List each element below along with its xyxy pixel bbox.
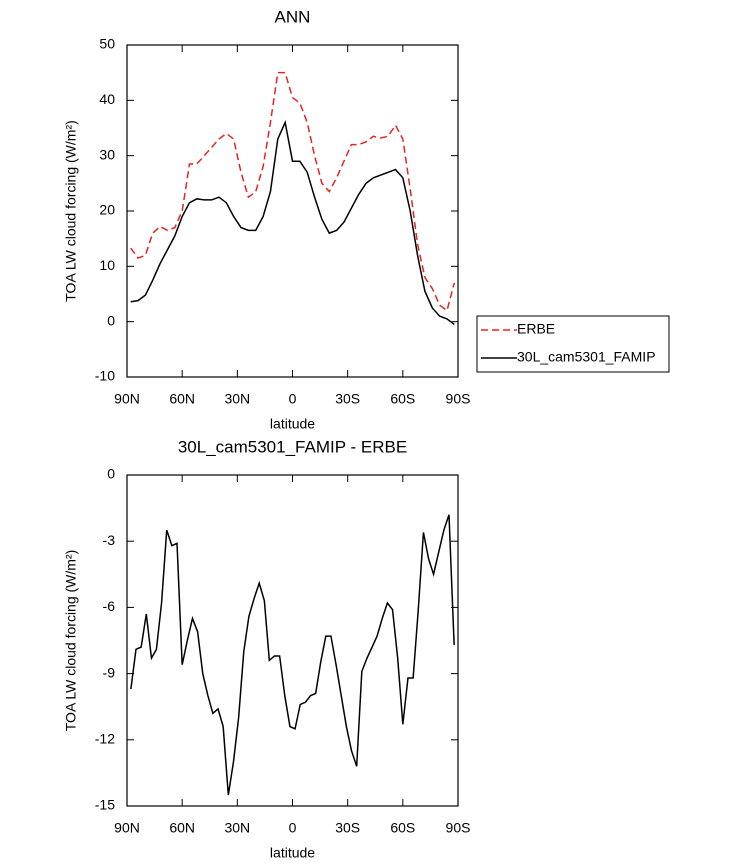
x-tick-label: 0 xyxy=(289,820,297,836)
x-axis-label: latitude xyxy=(270,416,315,432)
y-tick-label: 50 xyxy=(99,36,115,52)
y-tick-label: 20 xyxy=(99,202,115,218)
y-tick-label: 10 xyxy=(99,257,115,273)
x-tick-label: 30S xyxy=(335,820,360,836)
x-tick-label: 90S xyxy=(446,391,471,407)
plot-frame xyxy=(126,44,459,378)
y-tick-label: 0 xyxy=(107,466,115,482)
x-tick-label: 90N xyxy=(114,820,140,836)
x-axis-label: latitude xyxy=(270,845,315,861)
legend-label: 30L_cam5301_FAMIP xyxy=(517,349,656,365)
x-tick-label: 30N xyxy=(224,820,250,836)
y-tick-label: -6 xyxy=(103,598,116,614)
y-tick-label: 40 xyxy=(99,91,115,107)
y-tick-label: -15 xyxy=(95,797,115,813)
y-tick-label: -10 xyxy=(95,368,115,384)
x-tick-label: 60N xyxy=(169,820,195,836)
x-tick-label: 30N xyxy=(224,391,250,407)
x-tick-label: 90N xyxy=(114,391,140,407)
x-tick-label: 90S xyxy=(446,820,471,836)
line-series xyxy=(130,71,456,312)
y-tick-label: -3 xyxy=(103,532,116,548)
plot-frame xyxy=(126,474,459,807)
y-tick-label: -9 xyxy=(103,664,116,680)
legend-box xyxy=(476,315,670,373)
y-axis-label: TOA LW cloud forcing (W/m²) xyxy=(63,120,79,302)
legend-label: ERBE xyxy=(517,321,555,337)
y-axis-label: TOA LW cloud forcing (W/m²) xyxy=(63,550,79,732)
x-tick-label: 60N xyxy=(169,391,195,407)
chart-title: ANN xyxy=(275,7,311,26)
y-tick-label: 0 xyxy=(107,312,115,328)
chart-title: 30L_cam5301_FAMIP - ERBE xyxy=(178,437,407,456)
line-series xyxy=(130,514,455,796)
y-tick-label: -12 xyxy=(95,731,115,747)
x-tick-label: 60S xyxy=(390,820,415,836)
y-tick-label: 30 xyxy=(99,146,115,162)
line-series xyxy=(130,119,455,326)
x-tick-label: 30S xyxy=(335,391,360,407)
x-tick-label: 60S xyxy=(390,391,415,407)
x-tick-label: 0 xyxy=(289,391,297,407)
